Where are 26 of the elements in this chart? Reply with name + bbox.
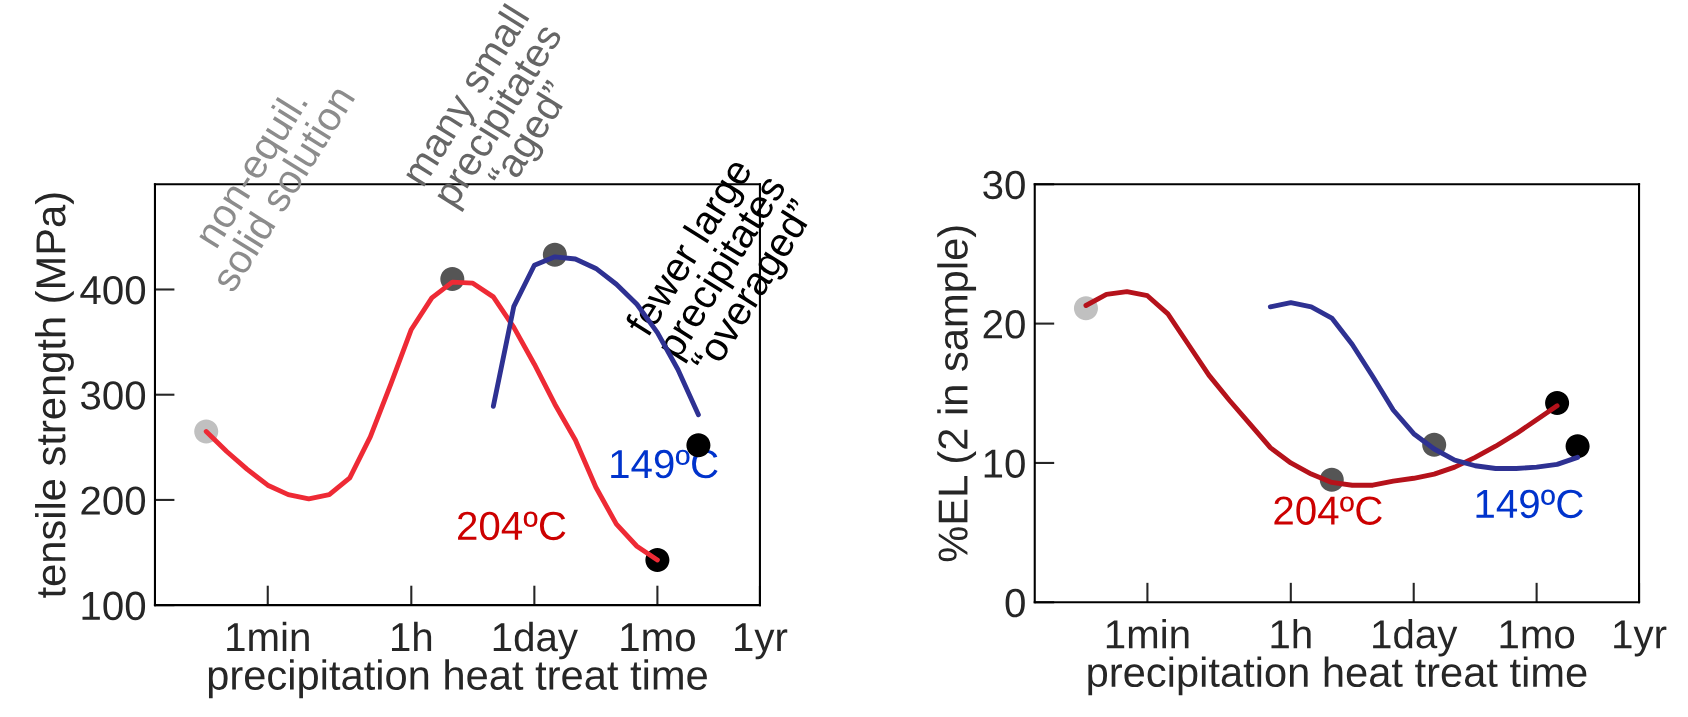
x-tick-label: 1mo bbox=[1500, 620, 1575, 649]
y-tick-label: 0 bbox=[1005, 588, 1025, 618]
x-tick-label: 1h bbox=[391, 621, 432, 651]
series-label: 204ºC bbox=[1274, 496, 1382, 525]
x-tick-label: 1min bbox=[227, 621, 309, 651]
x-tick-label: 1min bbox=[1106, 618, 1189, 649]
y-axis-title: tensile strength (MPa) bbox=[35, 193, 74, 598]
y-tick-label: 100 bbox=[82, 591, 146, 621]
x-axis-title: precipitation heat treat time bbox=[1088, 656, 1587, 696]
y-tick-label: 30 bbox=[983, 170, 1025, 200]
x-tick-label: 1mo bbox=[621, 623, 695, 652]
x-tick-label: 1day bbox=[493, 621, 578, 660]
x-tick-label: 1yr bbox=[735, 623, 788, 660]
x-tick-label: 1day bbox=[1373, 618, 1458, 657]
y-tick-label: 20 bbox=[983, 310, 1025, 339]
y-tick-label: 400 bbox=[80, 275, 146, 305]
x-tick-label: 1h bbox=[1271, 618, 1311, 649]
series-label: 149ºC bbox=[1476, 489, 1583, 519]
y-axis-title: %EL (2 in sample) bbox=[937, 226, 977, 562]
series-label: 149ºC bbox=[611, 449, 718, 479]
y-tick-label: 200 bbox=[81, 486, 146, 515]
series-label: 204ºC bbox=[458, 511, 566, 541]
y-tick-label: 300 bbox=[80, 381, 146, 410]
y-tick-label: 10 bbox=[984, 449, 1025, 478]
x-tick-label: 1yr bbox=[1614, 620, 1667, 657]
x-axis-title: precipitation heat treat time bbox=[208, 659, 707, 699]
